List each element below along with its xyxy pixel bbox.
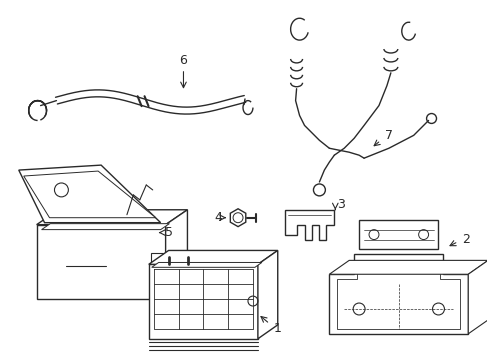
Text: 1: 1 xyxy=(273,322,281,336)
Polygon shape xyxy=(165,210,187,299)
Polygon shape xyxy=(151,262,262,267)
Polygon shape xyxy=(284,210,334,239)
Text: 4: 4 xyxy=(214,211,222,224)
Text: 5: 5 xyxy=(164,226,172,239)
Polygon shape xyxy=(148,264,257,339)
Polygon shape xyxy=(41,224,169,230)
Polygon shape xyxy=(148,251,277,264)
Polygon shape xyxy=(230,209,245,227)
Text: 6: 6 xyxy=(179,54,187,67)
Polygon shape xyxy=(19,165,161,223)
Polygon shape xyxy=(337,262,459,329)
Polygon shape xyxy=(24,171,155,218)
Polygon shape xyxy=(328,255,468,334)
Polygon shape xyxy=(257,251,277,339)
Polygon shape xyxy=(328,260,487,274)
Polygon shape xyxy=(468,260,487,334)
Text: 3: 3 xyxy=(337,198,345,211)
Text: 7: 7 xyxy=(384,129,392,142)
Polygon shape xyxy=(37,210,187,225)
Polygon shape xyxy=(358,220,438,249)
Polygon shape xyxy=(150,253,163,269)
Polygon shape xyxy=(37,225,165,299)
Text: 2: 2 xyxy=(461,233,469,246)
